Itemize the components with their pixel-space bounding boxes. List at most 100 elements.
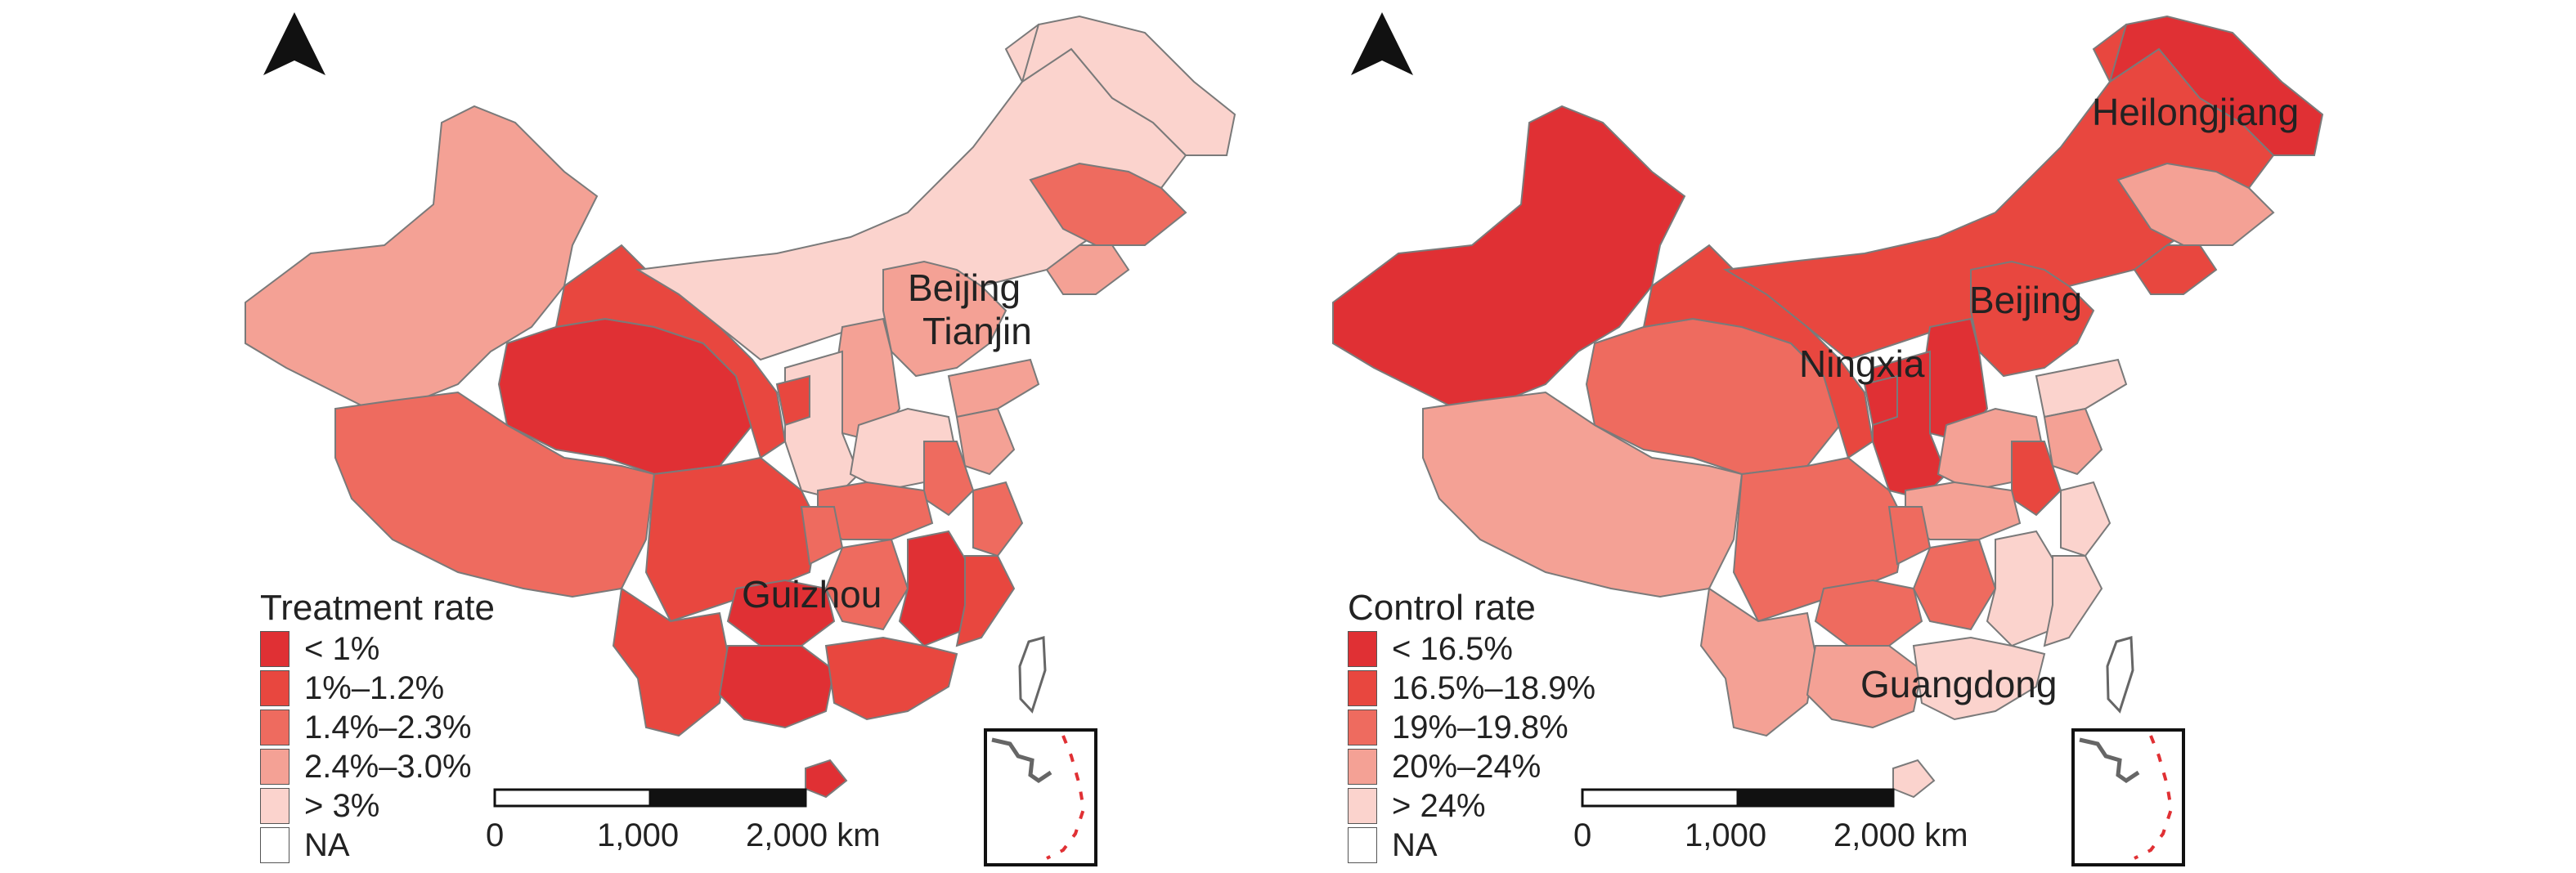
map-label-heilongjiang: Heilongjiang (2092, 91, 2300, 133)
province-xinjiang (1332, 105, 1686, 410)
legend: Control rate < 16.5% 16.5%–18.9% 19%–19.… (1348, 587, 1595, 865)
legend-label: 19%–19.8% (1392, 709, 1568, 745)
legend-title: Control rate (1348, 588, 1536, 628)
province-tibet (1422, 391, 1744, 598)
north-arrow-icon (263, 12, 325, 75)
province-chongqing (800, 506, 844, 566)
legend-item: 19%–19.8% (1348, 708, 1595, 747)
legend-swatch (260, 631, 289, 667)
province-zhejiang (2060, 481, 2112, 557)
legend-item: 1%–1.2% (260, 669, 495, 708)
province-jiangsu (2043, 407, 2103, 476)
province-sichuan (644, 456, 819, 623)
legend-item: 1.4%–2.3% (260, 708, 495, 747)
province-tibet (334, 391, 656, 598)
taiwan-outline (2106, 636, 2134, 714)
legend-item: NA (260, 826, 495, 865)
province-liaoning (1045, 244, 1130, 295)
treatment-rate-map (245, 12, 1236, 866)
province-yunnan (1699, 587, 1817, 737)
legend-swatch (1348, 710, 1377, 745)
province-ningxia (1863, 374, 1898, 427)
legend-label: 1.4%–2.3% (304, 709, 472, 745)
map-label-beijing: Beijing (908, 266, 1021, 309)
legend-swatch (1348, 749, 1377, 785)
map-label-beijing: Beijing (1969, 279, 2083, 321)
south-china-sea-inset (984, 728, 1097, 866)
province-xinjiang (245, 105, 599, 410)
province-jiangxi (1986, 530, 2062, 647)
legend-swatch (1348, 827, 1377, 863)
province-anhui (2011, 441, 2062, 517)
province-heilongjiang (2108, 15, 2324, 156)
treatment-rate-map-panel: Beijing Tianjin Guizhou Treatment rate <… (245, 12, 1236, 866)
province-guangdong (1912, 636, 2046, 721)
province-guizhou (1814, 579, 1923, 647)
scale-label: 2,000 km (746, 817, 881, 853)
province-yunnan (612, 587, 729, 737)
south-china-sea-inset (2071, 728, 2185, 866)
control-rate-map-panel: Heilongjiang Beijing Ningxia Guangdong C… (1288, 0, 2576, 873)
legend-label: NA (304, 826, 350, 863)
legend-item: 2.4%–3.0% (260, 747, 495, 786)
map-label-guizhou: Guizhou (742, 573, 882, 616)
legend-swatch (260, 749, 289, 785)
scale-bar (493, 788, 807, 808)
province-guangdong (824, 636, 958, 721)
province-shandong (2035, 358, 2128, 419)
legend-label: 20%–24% (1392, 748, 1542, 785)
scale-label: 0 (486, 817, 505, 853)
province-zhejiang (972, 481, 1024, 557)
scale-label: 0 (1573, 817, 1592, 853)
north-arrow-icon (1351, 12, 1413, 75)
province-hainan (805, 759, 848, 799)
legend-item: > 3% (260, 786, 495, 826)
province-fujian (955, 555, 1016, 647)
legend-swatch (1348, 670, 1377, 706)
province-ningxia (775, 374, 810, 427)
province-liaoning (2133, 244, 2218, 295)
province-hunan (1912, 538, 1997, 631)
legend-label: < 1% (304, 630, 380, 667)
legend-swatch (260, 827, 289, 863)
province-guizhou (726, 579, 836, 647)
province-fujian (2043, 555, 2103, 647)
province-sichuan (1732, 456, 1907, 623)
province-jiangxi (898, 530, 975, 647)
province-jilin (1029, 162, 1187, 246)
legend: Treatment rate < 1% 1%–1.2% 1.4%–2.3% 2.… (260, 587, 495, 865)
control-rate-map (1332, 12, 2324, 866)
map-label-guangdong: Guangdong (1860, 663, 2058, 705)
legend-swatch (1348, 631, 1377, 667)
scale-label: 1,000 (597, 817, 680, 853)
scale-bar (1581, 788, 1895, 808)
legend-swatch (1348, 788, 1377, 824)
province-guangxi (1806, 645, 1923, 729)
scale-label: 2,000 km (1833, 817, 1968, 853)
legend-label: < 16.5% (1392, 630, 1513, 667)
legend-item: < 1% (260, 629, 495, 669)
province-anhui (923, 441, 975, 517)
legend-label: NA (1392, 826, 1438, 863)
legend-item: 16.5%–18.9% (1348, 669, 1595, 708)
scale-label: 1,000 (1685, 817, 1767, 853)
map-label-ningxia: Ningxia (1799, 342, 1925, 385)
legend-item: < 16.5% (1348, 629, 1595, 669)
province-jiangsu (955, 407, 1016, 476)
legend-label: > 24% (1392, 787, 1486, 824)
legend-label: > 3% (304, 787, 380, 824)
province-chongqing (1887, 506, 1932, 566)
legend-item: NA (1348, 826, 1595, 865)
legend-label: 16.5%–18.9% (1392, 669, 1596, 706)
legend-title: Treatment rate (260, 588, 495, 628)
legend-label: 1%–1.2% (304, 669, 445, 706)
legend-swatch (260, 710, 289, 745)
taiwan-outline (1018, 636, 1047, 714)
province-jilin (2116, 162, 2275, 246)
legend-swatch (260, 788, 289, 824)
province-heilongjiang (1021, 15, 1236, 156)
legend-item: > 24% (1348, 786, 1595, 826)
province-guangxi (718, 645, 836, 729)
legend-label: 2.4%–3.0% (304, 748, 472, 785)
map-label-tianjin: Tianjin (922, 310, 1032, 352)
